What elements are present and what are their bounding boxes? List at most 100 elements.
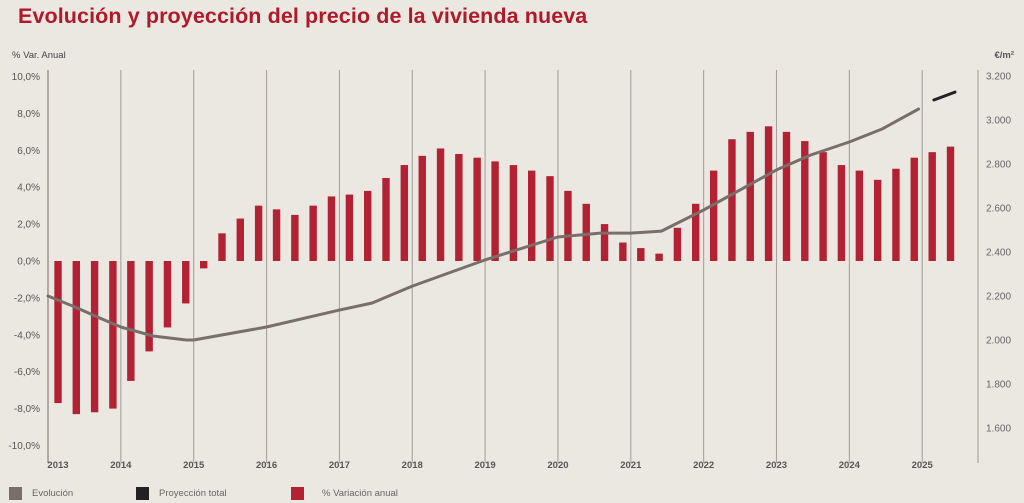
left-tick-label: 8,0% xyxy=(17,109,40,120)
bar-2021T4 xyxy=(692,203,700,261)
left-tick-label: 2,0% xyxy=(17,220,40,231)
bar-2022T2 xyxy=(728,139,736,261)
legend-swatch-proyeccion xyxy=(136,487,149,500)
right-tick-label: 1.600 xyxy=(986,424,1011,435)
bar-2016T1 xyxy=(272,209,281,261)
bar-2020T2 xyxy=(582,203,590,261)
left-tick-label: 10,0% xyxy=(12,72,40,83)
bar-2015T1 xyxy=(200,261,208,269)
legend-label-evolucion: Evolución xyxy=(32,488,74,499)
bar-2015T2 xyxy=(218,233,226,261)
legend-swatch-variacion xyxy=(291,487,304,500)
bar-2023T2 xyxy=(801,141,809,261)
legend-item-proyeccion: Proyección total xyxy=(136,487,227,500)
x-tick-label: 2024 xyxy=(839,460,861,471)
bar-2020T1 xyxy=(564,190,572,261)
left-tick-label: -6,0% xyxy=(14,367,40,378)
bar-2019T1 xyxy=(491,161,499,261)
right-tick-label: 2.800 xyxy=(986,160,1011,171)
bar-2015T4 xyxy=(254,205,263,261)
left-tick-label: 0,0% xyxy=(17,257,40,268)
left-tick-label: -2,0% xyxy=(14,293,40,304)
bar-2020T4 xyxy=(619,242,627,261)
left-tick-label: -8,0% xyxy=(14,404,40,415)
bar-2013T4 xyxy=(109,261,117,409)
right-tick-label: 1.800 xyxy=(986,380,1011,391)
bar-2024T2 xyxy=(873,179,882,261)
right-tick-label: 2.000 xyxy=(986,336,1011,347)
right-tick-label: 3.200 xyxy=(986,72,1011,83)
right-tick-label: 3.000 xyxy=(986,116,1011,127)
bar-2017T3 xyxy=(382,177,390,261)
left-tick-label: 6,0% xyxy=(17,146,40,157)
x-tick-label: 2023 xyxy=(766,460,787,471)
right-axis-label: €/m² xyxy=(994,50,1014,61)
gridlines xyxy=(47,70,979,463)
bar-2017T4 xyxy=(400,165,408,261)
x-tick-label: 2020 xyxy=(547,460,568,471)
line-proyecci-n-total xyxy=(932,90,957,102)
bar-2021T2 xyxy=(655,253,663,261)
bar-2022T4 xyxy=(764,126,773,261)
bar-2023T4 xyxy=(837,165,846,261)
bar-2019T3 xyxy=(528,170,536,261)
bar-2013T1 xyxy=(54,261,62,404)
bar-2019T2 xyxy=(509,165,518,261)
left-axis-label: % Var. Anual xyxy=(12,50,66,61)
x-tick-label: 2025 xyxy=(912,460,934,471)
bar-2024T1 xyxy=(855,170,864,261)
bar-2016T2 xyxy=(291,214,299,261)
bar-2014T2 xyxy=(145,261,153,352)
bar-2022T3 xyxy=(746,131,754,261)
bar-2022T1 xyxy=(709,170,718,261)
bar-2018T3 xyxy=(455,153,463,261)
bar-2023T1 xyxy=(782,131,791,261)
legend-item-variacion: % Variación anual xyxy=(291,487,398,500)
x-tick-label: 2018 xyxy=(402,460,423,471)
left-tick-label: -10,0% xyxy=(8,441,40,452)
bar-2017T1 xyxy=(345,194,354,261)
bar-2021T1 xyxy=(637,248,645,261)
bar-2013T3 xyxy=(90,261,99,413)
left-tick-label: -4,0% xyxy=(14,330,40,341)
bar-2016T3 xyxy=(309,205,317,261)
legend-label-proyeccion: Proyección total xyxy=(159,488,227,499)
x-tick-label: 2019 xyxy=(475,460,496,471)
bar-2016T4 xyxy=(327,196,336,261)
bar-2021T3 xyxy=(673,227,682,261)
x-tick-label: 2014 xyxy=(110,460,132,471)
x-tick-label: 2021 xyxy=(620,460,642,471)
bar-2024T4 xyxy=(910,157,918,261)
bar-2017T2 xyxy=(364,190,372,261)
x-tick-label: 2013 xyxy=(47,460,68,471)
bar-2023T3 xyxy=(819,152,827,261)
bar-2014T3 xyxy=(163,261,172,328)
line-evoluci-n xyxy=(46,107,921,342)
right-tick-label: 2.400 xyxy=(986,248,1011,259)
x-axis-ticks: 2013 2014 2015 2016 2017 2018 2019 2020 2021 2022… xyxy=(47,460,933,471)
x-tick-label: 2017 xyxy=(329,460,350,471)
bar-2018T1 xyxy=(418,155,426,261)
bar-2015T3 xyxy=(236,218,244,261)
left-axis-ticks: 10,0% 8,0% 6,0% 4,0% 2,0% 0,0% -2,0% -4,0% -6,0%… xyxy=(8,72,40,452)
bar-2014T1 xyxy=(127,261,135,381)
right-axis-ticks: 3.200 3.000 2.800 2.600 2.400 2.200 2.000 1.800… xyxy=(986,72,1011,435)
legend-item-evolucion: Evolución xyxy=(9,487,73,500)
bar-2025T1 xyxy=(928,152,936,261)
chart-title: Evolución y proyección del precio de la … xyxy=(18,4,588,28)
bar-2024T3 xyxy=(892,168,900,261)
bar-2025T2 xyxy=(946,146,955,261)
right-tick-label: 2.200 xyxy=(986,292,1011,303)
bar-2019T4 xyxy=(546,176,554,261)
bar-2020T3 xyxy=(600,224,609,261)
legend: Evolución Proyección total % Variación a… xyxy=(0,487,1024,503)
x-tick-label: 2022 xyxy=(693,460,714,471)
x-tick-label: 2016 xyxy=(256,460,277,471)
legend-swatch-evolucion xyxy=(9,487,22,500)
bar-series xyxy=(54,126,955,415)
left-tick-label: 4,0% xyxy=(17,183,40,194)
legend-label-variacion: % Variación anual xyxy=(322,488,398,499)
bar-2018T4 xyxy=(473,157,481,261)
right-tick-label: 2.600 xyxy=(986,204,1011,215)
